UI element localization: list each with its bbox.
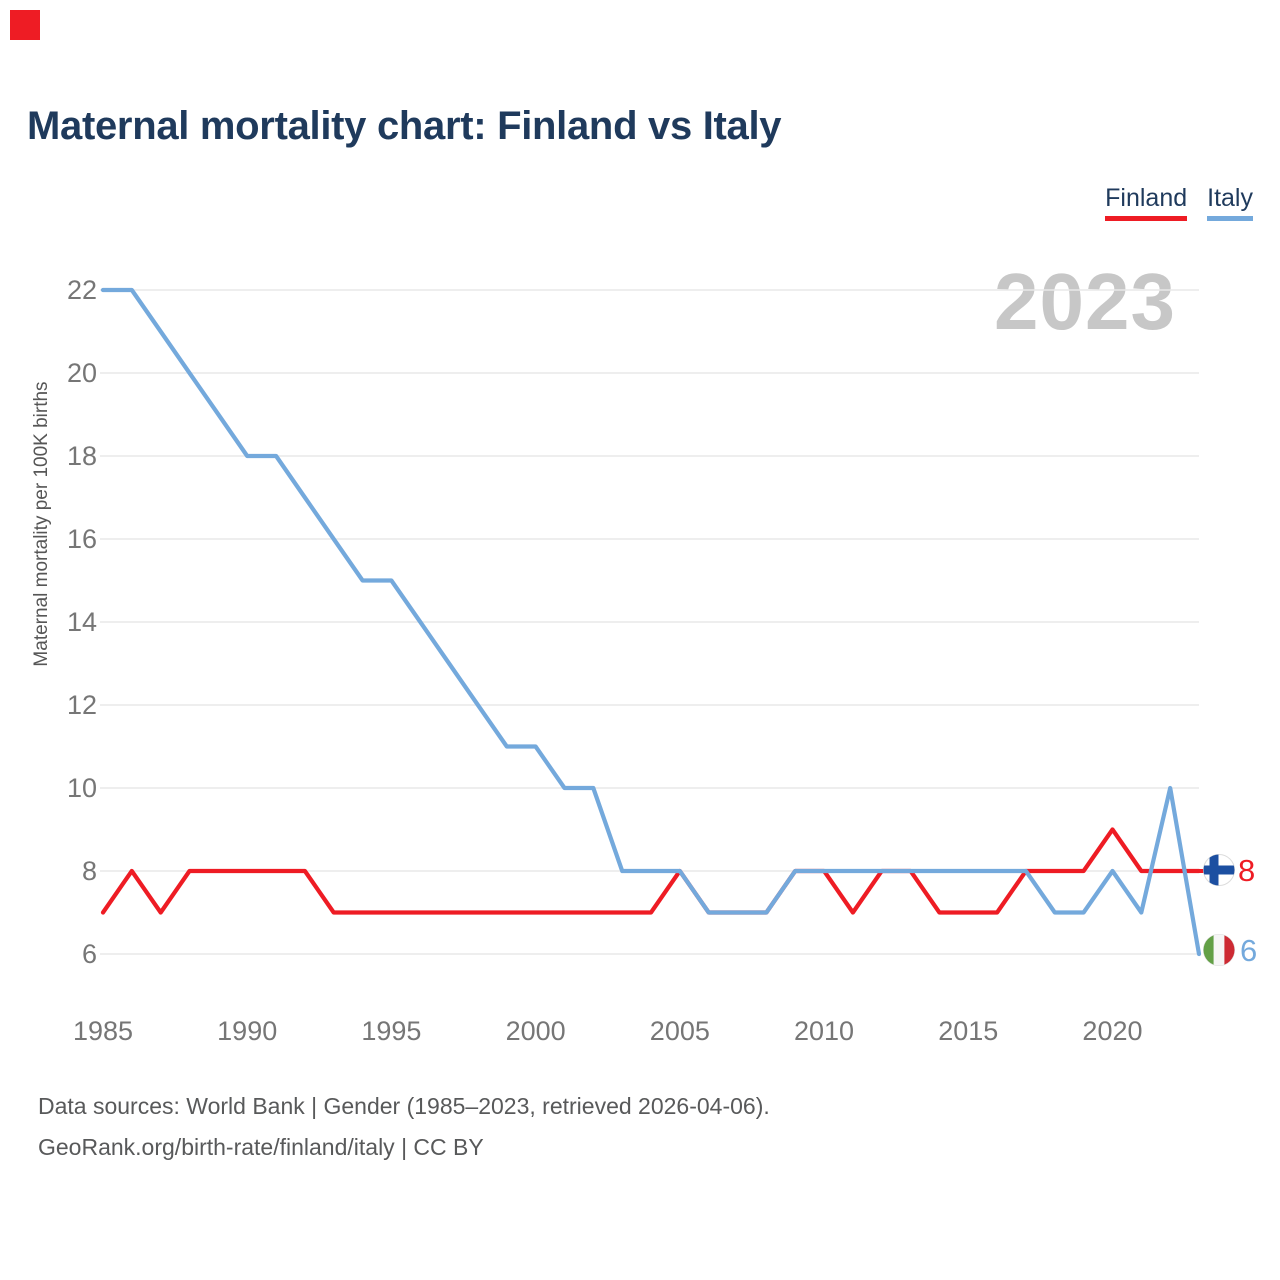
- year-watermark: 2023: [994, 257, 1176, 346]
- italy-flag-icon: [1203, 934, 1235, 966]
- x-tick-label: 2015: [938, 1016, 998, 1046]
- y-axis-tick-labels: 6 8 10 12 14 16 18 20 22: [67, 275, 97, 969]
- legend-item-italy[interactable]: Italy: [1207, 185, 1253, 222]
- x-tick-label: 2005: [650, 1016, 710, 1046]
- y-tick-label: 20: [67, 358, 97, 388]
- page-title: Maternal mortality chart: Finland vs Ita…: [27, 104, 782, 148]
- y-tick-label: 8: [82, 856, 97, 886]
- y-tick-label: 6: [82, 939, 97, 969]
- x-tick-label: 1995: [361, 1016, 421, 1046]
- brand-square: [10, 10, 40, 40]
- y-tick-label: 22: [67, 275, 97, 305]
- x-axis-tick-labels: 1985 1990 1995 2000 2005 2010 2015 2020: [73, 1016, 1143, 1046]
- gridlines: [100, 289, 1199, 955]
- legend-item-finland[interactable]: Finland: [1105, 185, 1188, 222]
- legend: Finland Italy: [1105, 185, 1253, 222]
- y-tick-label: 16: [67, 524, 97, 554]
- finland-flag-icon: [1196, 854, 1235, 886]
- y-tick-label: 18: [67, 441, 97, 471]
- x-tick-label: 2010: [794, 1016, 854, 1046]
- italy-line: [100, 287, 1202, 957]
- finland-end-value: 8: [1238, 853, 1255, 888]
- x-tick-label: 1985: [73, 1016, 133, 1046]
- x-tick-label: 1990: [217, 1016, 277, 1046]
- x-tick-label: 2020: [1082, 1016, 1142, 1046]
- italy-end-value: 6: [1240, 933, 1257, 968]
- y-tick-label: 12: [67, 690, 97, 720]
- x-tick-label: 2000: [506, 1016, 566, 1046]
- footer-attribution: GeoRank.org/birth-rate/finland/italy | C…: [38, 1134, 484, 1160]
- y-axis-title: Maternal mortality per 100K births: [31, 381, 52, 666]
- footer: Data sources: World Bank | Gender (1985–…: [38, 1086, 770, 1168]
- footer-sources: Data sources: World Bank | Gender (1985–…: [38, 1093, 770, 1119]
- y-tick-label: 10: [67, 773, 97, 803]
- y-tick-label: 14: [67, 607, 97, 637]
- finland-line: [100, 827, 1202, 915]
